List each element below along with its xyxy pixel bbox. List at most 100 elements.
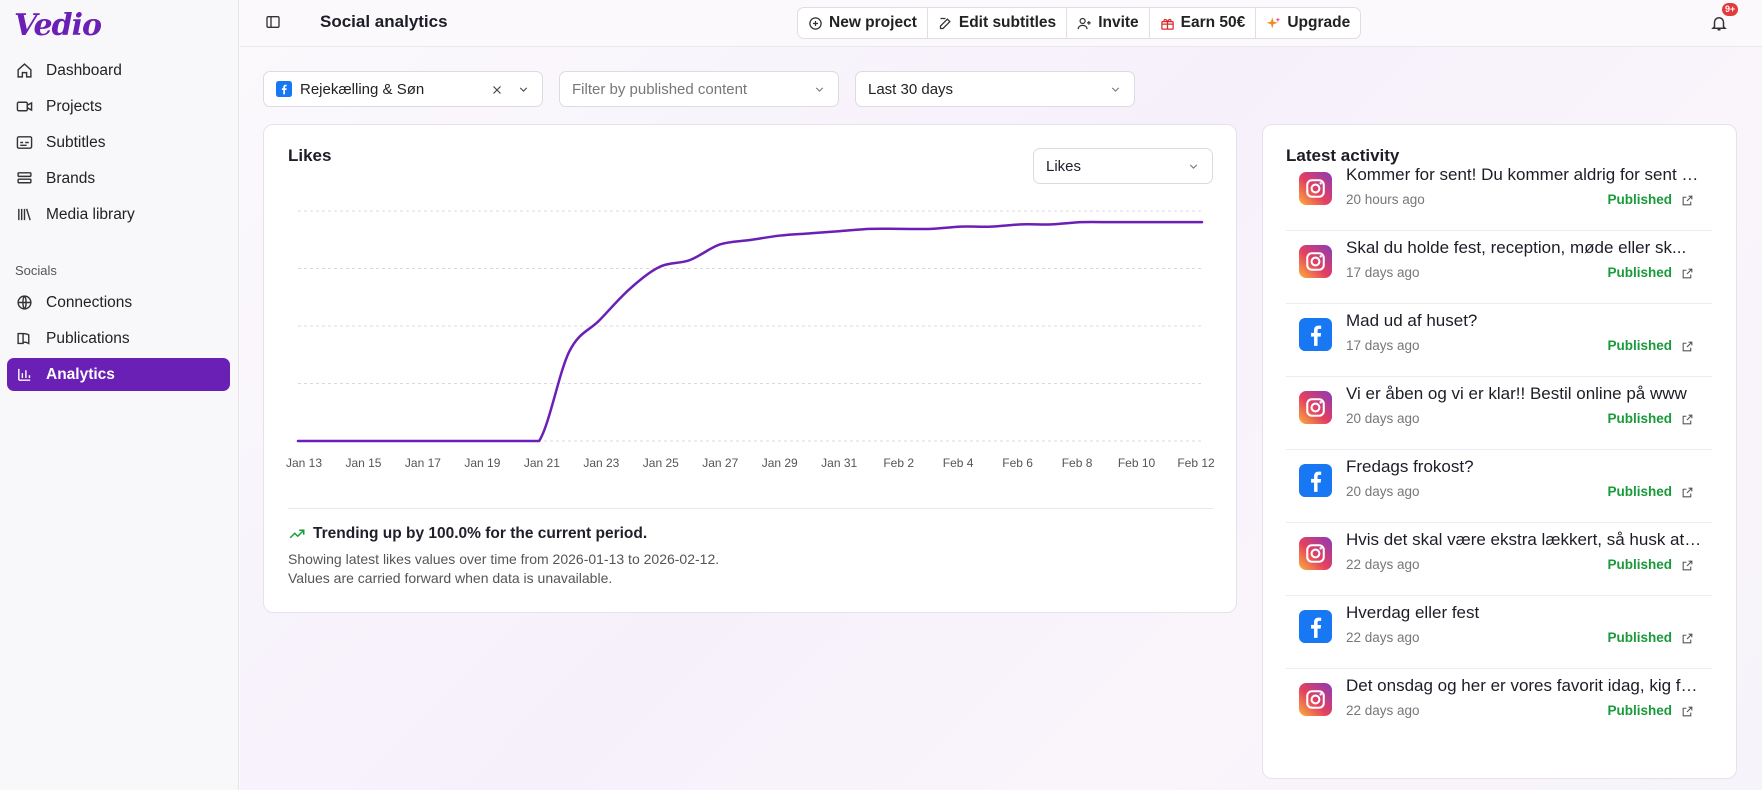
status-badge: Published xyxy=(1607,411,1672,426)
activity-item[interactable]: Mad ud af huset? 17 days ago Published xyxy=(1286,304,1712,377)
activity-title-text[interactable]: Det onsdag og her er vores favorit idag,… xyxy=(1346,676,1702,695)
external-link-icon[interactable] xyxy=(1681,559,1694,572)
upgrade-label: Upgrade xyxy=(1287,14,1351,31)
activity-title-text[interactable]: Vi er åben og vi er klar!! Bestil online… xyxy=(1346,384,1687,403)
activity-item[interactable]: Kommer for sent! Du kommer aldrig for se… xyxy=(1286,158,1712,231)
brand-select-value: Rejekælling & Søn xyxy=(300,80,425,98)
sidebar-item-label: Dashboard xyxy=(46,61,122,79)
invite-button[interactable]: Invite xyxy=(1067,8,1150,38)
sidebar-item-media-library[interactable]: Media library xyxy=(7,198,230,231)
chevron-down-icon xyxy=(1189,164,1198,169)
external-link-icon[interactable] xyxy=(1681,486,1694,499)
activity-title-text[interactable]: Skal du holde fest, reception, møde elle… xyxy=(1346,238,1687,257)
chart-note-line2: Values are carried forward when data is … xyxy=(288,570,613,586)
activity-item[interactable]: Skal du holde fest, reception, møde elle… xyxy=(1286,231,1712,304)
external-link-icon[interactable] xyxy=(1681,267,1694,280)
activity-item[interactable]: Det onsdag og her er vores favorit idag,… xyxy=(1286,669,1712,742)
invite-label: Invite xyxy=(1098,14,1139,31)
trend-summary: Trending up by 100.0% for the current pe… xyxy=(288,525,647,543)
activity-title-text[interactable]: Mad ud af huset? xyxy=(1346,311,1478,330)
activity-title-text[interactable]: Hvis det skal være ekstra lækkert, så hu… xyxy=(1346,530,1702,549)
new-project-label: New project xyxy=(829,14,917,31)
sidebar-item-projects[interactable]: Projects xyxy=(7,90,230,123)
status-badge: Published xyxy=(1607,557,1672,572)
likes-chart-card xyxy=(263,124,1237,613)
brand-select[interactable]: Rejekælling & Søn xyxy=(263,71,543,107)
activity-time: 22 days ago xyxy=(1346,703,1420,718)
external-link-icon[interactable] xyxy=(1681,194,1694,207)
earn-button[interactable]: Earn 50€ xyxy=(1150,8,1257,38)
facebook-icon xyxy=(1299,318,1332,351)
content-filter-select[interactable]: Filter by published content xyxy=(559,71,839,107)
metric-select[interactable]: Likes xyxy=(1033,148,1213,184)
chevron-down-icon xyxy=(815,87,824,92)
edit-subtitles-label: Edit subtitles xyxy=(958,14,1057,31)
sidebar: Vedio Dashboard Projects Subtitles Brand… xyxy=(0,0,239,790)
earn-label: Earn 50€ xyxy=(1180,14,1246,31)
chart-note-line1: Showing latest likes values over time fr… xyxy=(288,551,720,567)
upgrade-button[interactable]: Upgrade xyxy=(1256,8,1360,38)
content-filter-placeholder: Filter by published content xyxy=(572,80,748,98)
period-select-value: Last 30 days xyxy=(868,80,954,98)
sidebar-item-publications[interactable]: Publications xyxy=(7,322,230,355)
instagram-icon xyxy=(1299,391,1332,424)
globe-icon xyxy=(17,295,32,310)
activity-title-text[interactable]: Kommer for sent! Du kommer aldrig for se… xyxy=(1346,165,1702,184)
bar-chart-icon xyxy=(18,368,31,381)
activity-item[interactable]: Vi er åben og vi er klar!! Bestil online… xyxy=(1286,377,1712,450)
x-tick-label: Jan 25 xyxy=(642,456,679,470)
sidebar-item-connections[interactable]: Connections xyxy=(7,286,230,319)
sidebar-item-label: Connections xyxy=(46,293,133,311)
activity-item[interactable]: Hverdag eller fest 22 days ago Published xyxy=(1286,596,1712,669)
user-plus-icon xyxy=(1077,17,1091,29)
x-tick-label: Jan 21 xyxy=(523,456,560,470)
new-project-button[interactable]: New project xyxy=(798,8,928,38)
external-link-icon[interactable] xyxy=(1681,413,1694,426)
gift-icon xyxy=(1160,18,1174,30)
x-tick-label: Jan 31 xyxy=(821,456,858,470)
clear-icon[interactable] xyxy=(490,83,504,97)
external-link-icon[interactable] xyxy=(1681,632,1694,645)
subtitles-icon xyxy=(16,136,33,149)
notification-badge: 9+ xyxy=(1722,3,1739,16)
sidebar-item-label: Publications xyxy=(46,329,130,347)
x-tick-label: Feb 2 xyxy=(883,456,914,470)
external-link-icon[interactable] xyxy=(1681,705,1694,718)
x-tick-label: Jan 29 xyxy=(761,456,798,470)
edit-subtitles-button[interactable]: Edit subtitles xyxy=(928,8,1068,38)
activity-time: 17 days ago xyxy=(1346,265,1420,280)
facebook-icon xyxy=(1299,610,1332,643)
sidebar-item-label: Subtitles xyxy=(46,133,106,151)
activity-item[interactable]: Hvis det skal være ekstra lækkert, så hu… xyxy=(1286,523,1712,596)
status-badge: Published xyxy=(1607,484,1672,499)
activity-title-text[interactable]: Hverdag eller fest xyxy=(1346,603,1480,622)
x-tick-label: Feb 6 xyxy=(1002,456,1033,470)
x-tick-label: Feb 8 xyxy=(1061,456,1093,470)
period-select[interactable]: Last 30 days xyxy=(855,71,1135,107)
activity-item[interactable]: Fredags frokost? 20 days ago Published xyxy=(1286,450,1712,523)
instagram-icon xyxy=(1299,683,1332,716)
status-badge: Published xyxy=(1607,630,1672,645)
sidebar-item-analytics[interactable]: Analytics xyxy=(7,358,230,391)
external-link-icon[interactable] xyxy=(1681,340,1694,353)
status-badge: Published xyxy=(1607,265,1672,280)
sidebar-toggle-icon[interactable] xyxy=(265,14,281,30)
app-logo[interactable]: Vedio xyxy=(14,8,102,43)
bell-icon[interactable] xyxy=(1710,14,1728,32)
x-tick-label: Jan 17 xyxy=(404,456,441,470)
latest-activity-card xyxy=(1262,124,1737,779)
sidebar-item-dashboard[interactable]: Dashboard xyxy=(7,54,230,87)
library-icon xyxy=(18,208,31,221)
page-title: Social analytics xyxy=(320,12,448,31)
instagram-icon xyxy=(1299,245,1332,278)
chart-grid xyxy=(298,210,1202,442)
sidebar-item-subtitles[interactable]: Subtitles xyxy=(7,126,230,159)
activity-title-text[interactable]: Fredags frokost? xyxy=(1346,457,1474,476)
chart-title: Likes xyxy=(288,146,332,165)
activity-time: 20 days ago xyxy=(1346,411,1420,426)
sidebar-item-brands[interactable]: Brands xyxy=(7,162,230,195)
video-icon xyxy=(16,101,33,112)
sidebar-item-label: Brands xyxy=(46,169,96,187)
sidebar-item-label: Projects xyxy=(46,97,102,115)
